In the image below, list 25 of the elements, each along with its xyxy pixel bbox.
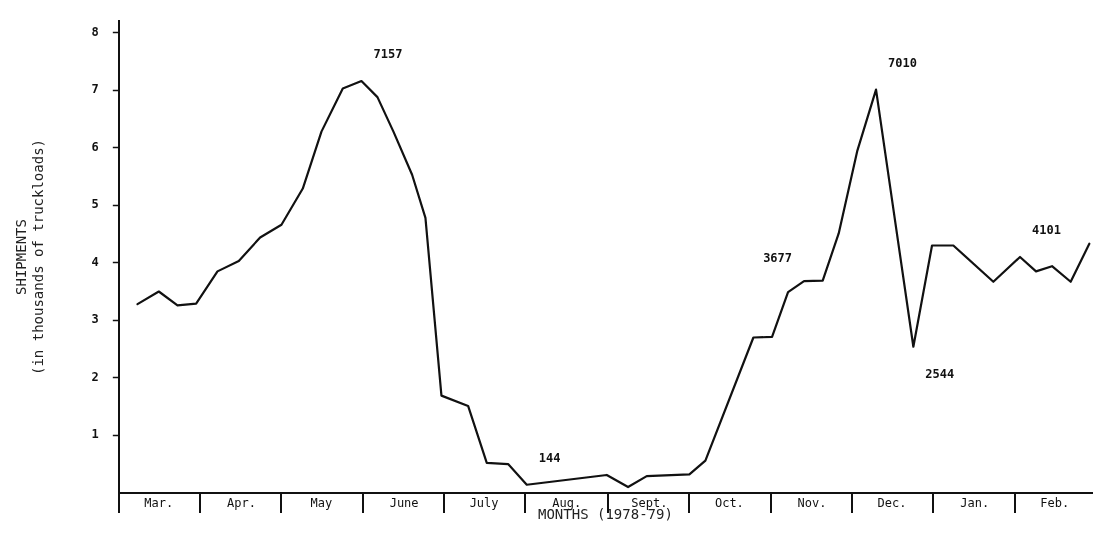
y-axis-title: SHIPMENTS (in thousands of truckloads) (13, 138, 46, 376)
annotation: 7010 (888, 55, 917, 70)
annotation: 7157 (373, 47, 403, 62)
x-tick-label: Apr. (227, 496, 256, 511)
x-tick-label: Nov. (797, 496, 827, 511)
y-tick-label: 3 (91, 312, 99, 327)
y-tick-label: 5 (91, 197, 99, 212)
y-tick-label: 7 (91, 82, 99, 97)
y-tick-label: 8 (91, 24, 99, 39)
x-tick-label: Jan. (960, 496, 990, 511)
x-tick-label: Mar. (144, 496, 174, 511)
x-tick-label: Dec. (877, 496, 907, 511)
annotation: 144 (538, 450, 561, 465)
x-tick-label: July (469, 496, 499, 511)
x-tick-label: June (389, 496, 419, 511)
x-tick-label: May (310, 496, 333, 511)
y-tick-label: 2 (91, 369, 99, 384)
y-tick-label: 4 (91, 254, 99, 269)
annotation: 4101 (1032, 223, 1061, 238)
annotation: 3677 (763, 251, 793, 266)
annotation: 2544 (925, 366, 955, 381)
y-tick-label: 6 (91, 139, 99, 154)
y-tick-label: 1 (91, 427, 99, 442)
x-tick-label: Oct. (714, 496, 744, 511)
x-tick-label: Feb. (1040, 496, 1070, 511)
